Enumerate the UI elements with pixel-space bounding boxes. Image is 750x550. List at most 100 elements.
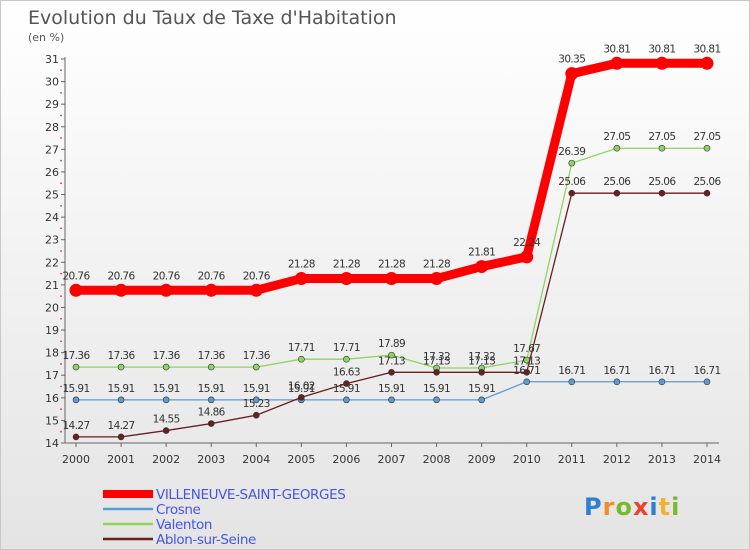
data-label: 17.32 [423, 351, 450, 363]
data-point [703, 189, 711, 197]
data-point [568, 378, 576, 386]
data-point [658, 144, 666, 152]
data-point [430, 272, 444, 286]
data-point [252, 411, 260, 419]
data-point [117, 433, 125, 441]
y-minor-tick [60, 204, 62, 207]
data-label: 17.13 [513, 355, 540, 367]
y-tick-label: 20 [45, 301, 59, 314]
y-tick-label: 29 [45, 98, 59, 111]
y-minor-tick [60, 182, 62, 185]
y-tick-label: 18 [45, 347, 59, 360]
y-tick-label: 23 [45, 234, 59, 247]
data-label: 14.27 [108, 420, 135, 432]
x-tick-label: 2013 [648, 453, 676, 466]
data-point [655, 56, 669, 70]
proxiti-logo: Proxiti [584, 493, 680, 521]
data-label: 15.91 [288, 383, 315, 395]
data-label: 22.24 [513, 237, 541, 249]
x-tick-label: 2008 [423, 453, 451, 466]
data-label: 16.71 [693, 365, 720, 377]
y-minor-tick [60, 159, 62, 162]
data-label: 21.81 [468, 247, 495, 259]
y-tick-label: 14 [45, 437, 59, 450]
data-label: 17.13 [468, 355, 495, 367]
data-label: 20.76 [243, 270, 271, 282]
data-point [523, 378, 531, 386]
y-minor-tick [60, 295, 62, 298]
logo-letter: r [602, 493, 616, 521]
x-tick-label: 2000 [62, 453, 90, 466]
y-minor-tick [60, 137, 62, 139]
y-tick-label: 28 [45, 121, 59, 134]
data-label: 17.13 [378, 355, 405, 367]
unit-label: (en %) [28, 31, 65, 44]
data-point [388, 396, 395, 404]
y-minor-tick [60, 363, 62, 365]
y-minor-tick [60, 114, 62, 117]
data-label: 21.28 [423, 259, 450, 271]
y-tick-label: 15 [45, 414, 59, 427]
x-tick-label: 2005 [287, 453, 315, 466]
data-point [523, 368, 531, 376]
y-tick-label: 16 [45, 392, 59, 405]
y-minor-tick [60, 250, 62, 252]
data-point [703, 378, 711, 386]
data-label: 15.91 [378, 383, 405, 395]
data-point [117, 363, 125, 371]
data-point [385, 272, 398, 286]
data-point [568, 159, 576, 167]
data-point [388, 368, 395, 376]
data-point [162, 363, 170, 371]
data-label: 21.28 [378, 259, 405, 271]
data-point [343, 355, 350, 363]
data-point [613, 144, 621, 152]
legend-label: Ablon-sur-Seine [156, 532, 256, 548]
data-label: 20.76 [62, 270, 90, 282]
x-tick-label: 2011 [558, 453, 586, 466]
data-point [117, 396, 125, 404]
data-point [252, 363, 260, 371]
data-point [298, 394, 305, 401]
data-point [252, 396, 260, 404]
data-label: 16.02 [288, 380, 315, 392]
x-tick-label: 2001 [107, 453, 135, 466]
data-label: 27.05 [648, 131, 675, 143]
data-label: 30.35 [558, 54, 585, 66]
data-label: 17.71 [288, 342, 315, 354]
data-label: 15.91 [423, 383, 450, 395]
data-point [610, 56, 624, 70]
data-label: 20.76 [108, 270, 136, 282]
data-label: 17.36 [108, 350, 136, 362]
x-tick-label: 2009 [468, 453, 496, 466]
data-label: 16.71 [603, 365, 630, 377]
data-point [613, 189, 621, 197]
data-label: 15.91 [333, 383, 360, 395]
data-point [162, 396, 170, 404]
data-point [343, 396, 350, 404]
data-point [478, 368, 485, 376]
logo-letter: x [632, 493, 650, 521]
x-tick-label: 2012 [603, 453, 631, 466]
logo-letter: t [658, 493, 672, 521]
logo-letter: i [671, 493, 681, 521]
data-label: 30.81 [693, 43, 720, 55]
y-tick-label: 25 [45, 189, 59, 202]
data-point [204, 283, 218, 297]
legend-label: VILLENEUVE-SAINT-GEORGES [156, 487, 345, 503]
data-label: 26.39 [558, 146, 585, 158]
data-point [475, 260, 489, 274]
data-label: 25.06 [648, 176, 676, 188]
data-point [114, 283, 128, 297]
data-point [339, 272, 353, 286]
y-minor-tick [60, 272, 62, 275]
data-point [162, 427, 170, 434]
data-label: 17.36 [62, 350, 90, 362]
data-label: 14.55 [153, 414, 180, 426]
data-label: 16.71 [558, 365, 585, 377]
logo-letter: i [649, 493, 659, 521]
data-label: 20.76 [153, 270, 181, 282]
x-tick-label: 2007 [378, 453, 406, 466]
y-tick-label: 31 [45, 53, 59, 66]
